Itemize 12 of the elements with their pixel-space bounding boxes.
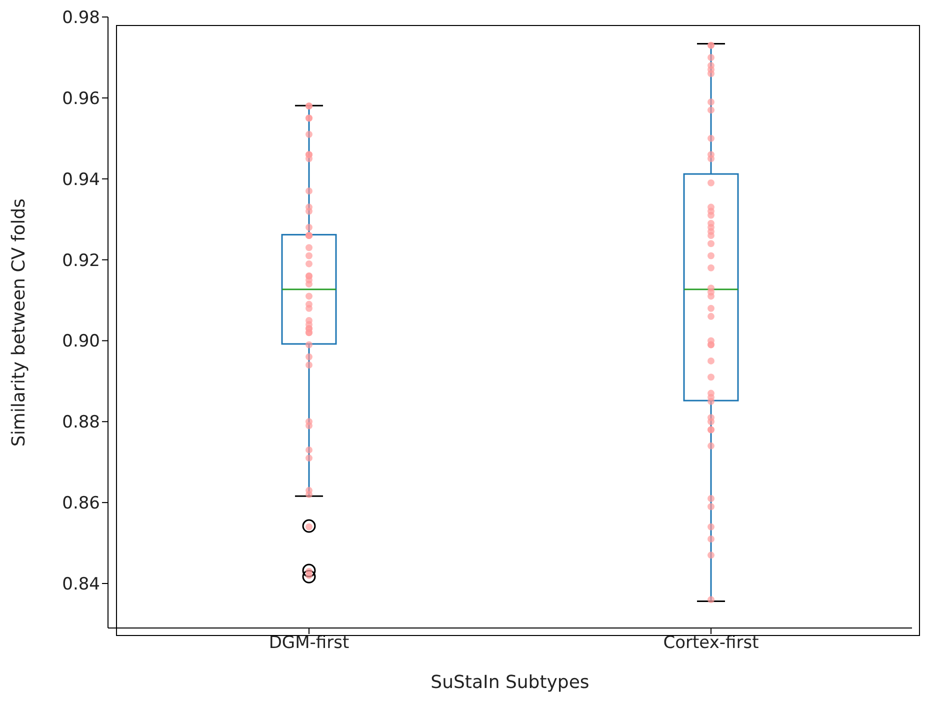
x-axis-title: SuStaIn Subtypes — [430, 672, 590, 693]
y-tick-label: 0.96 — [62, 88, 100, 109]
y-tick-label: 0.94 — [62, 170, 100, 190]
y-tick-label: 0.86 — [62, 494, 100, 514]
y-tick-label: 0.88 — [62, 412, 100, 433]
x-tick-label: DGM-first — [268, 633, 350, 654]
y-tick-label: 0.84 — [62, 574, 100, 595]
y-tick-label: 0.92 — [62, 250, 100, 271]
y-tick-label: 0.98 — [62, 8, 100, 28]
y-axis-title: Similarity between CV folds — [8, 198, 30, 447]
x-tick-label: Cortex-first — [663, 633, 760, 654]
y-tick-label: 0.90 — [62, 332, 100, 352]
